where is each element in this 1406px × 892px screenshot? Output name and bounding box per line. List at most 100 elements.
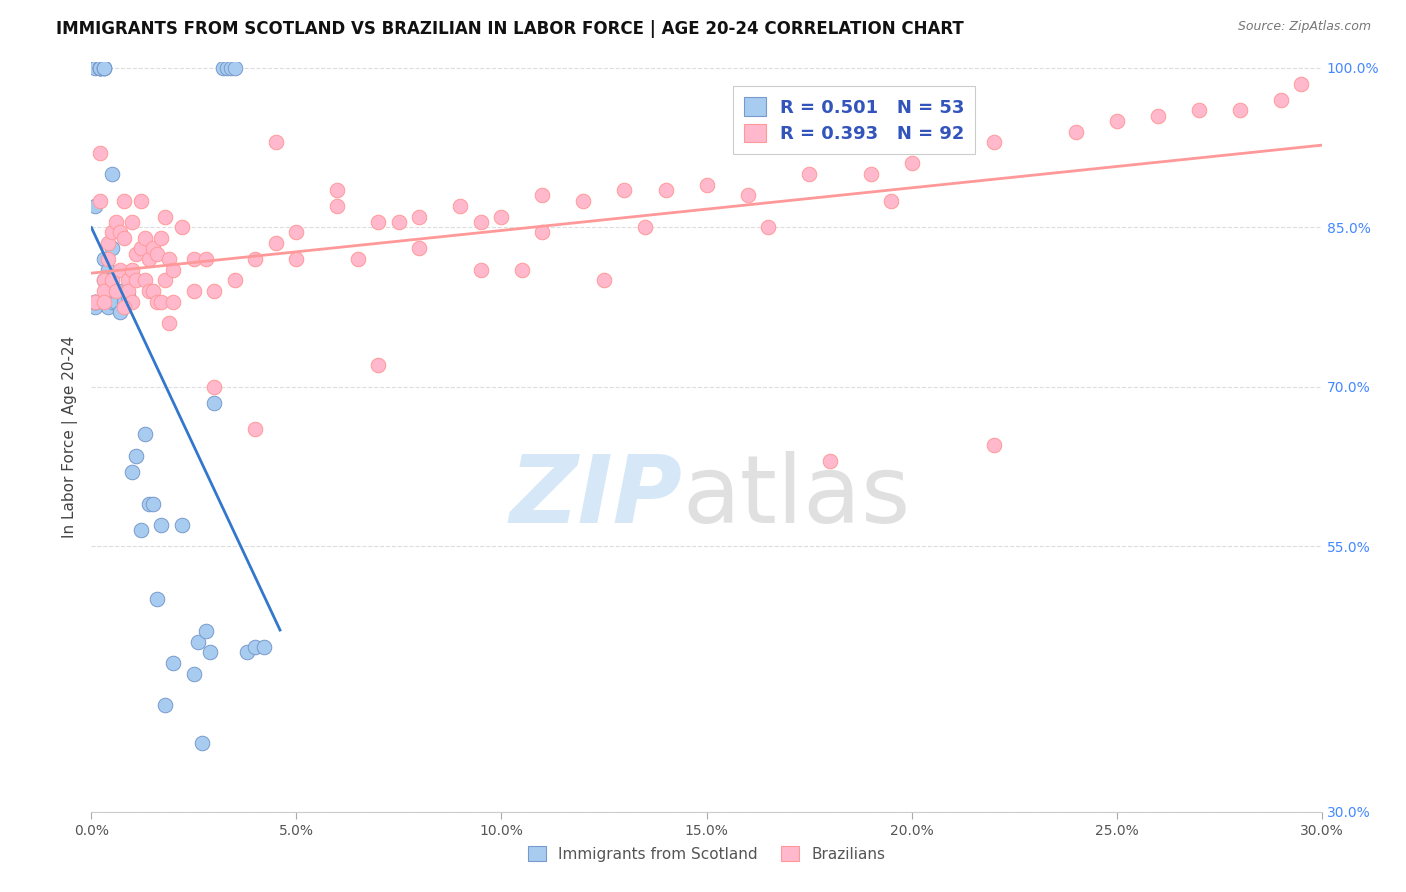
Point xyxy=(449,199,471,213)
Point xyxy=(108,262,131,277)
Point xyxy=(510,262,533,277)
Point xyxy=(146,294,169,309)
Point xyxy=(117,273,139,287)
Point xyxy=(1146,109,1168,123)
Point xyxy=(97,262,120,277)
Point xyxy=(1229,103,1251,118)
Point xyxy=(142,284,165,298)
Point xyxy=(97,252,120,266)
Point xyxy=(326,199,349,213)
Point xyxy=(84,199,107,213)
Point xyxy=(695,178,717,192)
Point xyxy=(142,496,165,510)
Point xyxy=(97,236,120,251)
Point xyxy=(224,273,246,287)
Point xyxy=(93,61,115,75)
Point xyxy=(101,167,124,181)
Point xyxy=(97,300,120,314)
Point xyxy=(285,252,308,266)
Point xyxy=(101,273,124,287)
Point xyxy=(170,517,193,532)
Point xyxy=(105,284,127,298)
Point xyxy=(202,284,225,298)
Point xyxy=(388,215,411,229)
Point xyxy=(162,656,184,670)
Point xyxy=(112,194,135,208)
Legend: Immigrants from Scotland, Brazilians: Immigrants from Scotland, Brazilians xyxy=(522,839,891,868)
Point xyxy=(572,194,595,208)
Point xyxy=(593,273,616,287)
Point xyxy=(183,252,205,266)
Point xyxy=(105,289,127,303)
Point xyxy=(326,183,349,197)
Point xyxy=(1105,114,1128,128)
Point xyxy=(531,188,554,202)
Point xyxy=(162,294,184,309)
Point xyxy=(202,395,225,409)
Point xyxy=(818,454,841,468)
Y-axis label: In Labor Force | Age 20-24: In Labor Force | Age 20-24 xyxy=(62,336,79,538)
Text: Source: ZipAtlas.com: Source: ZipAtlas.com xyxy=(1237,20,1371,33)
Point xyxy=(245,640,267,654)
Point xyxy=(84,300,107,314)
Point xyxy=(134,231,156,245)
Text: atlas: atlas xyxy=(682,451,910,543)
Point xyxy=(1289,77,1312,91)
Point xyxy=(634,220,657,235)
Point xyxy=(134,273,156,287)
Point xyxy=(121,294,143,309)
Point xyxy=(797,167,820,181)
Point xyxy=(101,294,124,309)
Point xyxy=(1064,124,1087,138)
Point xyxy=(224,61,246,75)
Point xyxy=(89,61,111,75)
Point xyxy=(112,300,135,314)
Point xyxy=(89,61,111,75)
Point xyxy=(112,294,135,309)
Point xyxy=(89,145,111,160)
Point xyxy=(187,634,209,648)
Point xyxy=(859,167,882,181)
Point xyxy=(531,226,554,240)
Point xyxy=(183,666,205,681)
Point xyxy=(84,294,107,309)
Point xyxy=(121,215,143,229)
Point xyxy=(157,316,180,330)
Point xyxy=(101,226,124,240)
Point xyxy=(108,305,131,319)
Point xyxy=(142,242,165,256)
Point xyxy=(983,135,1005,149)
Point xyxy=(89,61,111,75)
Point xyxy=(125,273,148,287)
Point xyxy=(97,273,120,287)
Text: ZIP: ZIP xyxy=(509,451,682,543)
Point xyxy=(129,242,152,256)
Point xyxy=(1270,93,1292,107)
Point xyxy=(470,215,492,229)
Point xyxy=(200,645,222,659)
Point xyxy=(253,640,276,654)
Point xyxy=(195,624,218,638)
Point xyxy=(202,379,225,393)
Point xyxy=(408,210,430,224)
Point xyxy=(245,252,267,266)
Point xyxy=(138,284,160,298)
Point xyxy=(900,156,922,170)
Point xyxy=(153,210,177,224)
Point xyxy=(117,289,139,303)
Point xyxy=(150,294,173,309)
Point xyxy=(245,422,267,436)
Point xyxy=(93,273,115,287)
Point xyxy=(97,284,120,298)
Point xyxy=(146,246,169,260)
Point xyxy=(93,252,115,266)
Point xyxy=(125,449,148,463)
Point xyxy=(191,736,214,750)
Point xyxy=(183,284,205,298)
Point xyxy=(347,252,370,266)
Point xyxy=(880,194,903,208)
Point xyxy=(367,215,389,229)
Point xyxy=(84,294,107,309)
Point xyxy=(93,61,115,75)
Point xyxy=(1187,103,1209,118)
